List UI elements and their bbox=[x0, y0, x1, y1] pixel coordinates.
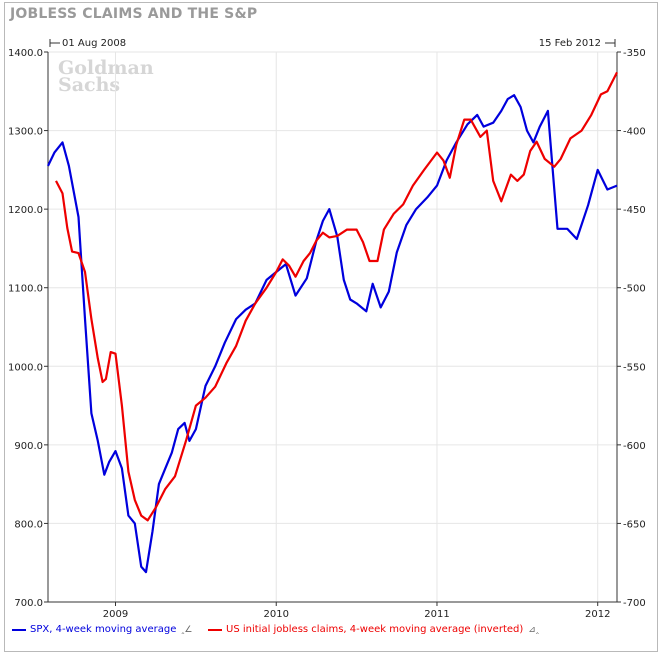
tick-label-left: 900.0 bbox=[14, 441, 43, 452]
tick-label-right: -600 bbox=[623, 441, 646, 452]
watermark-line-2: Sachs bbox=[58, 74, 120, 96]
tick-label-left: 700.0 bbox=[14, 598, 43, 609]
axis-left-icon[interactable]: ‸∠ bbox=[181, 624, 193, 635]
range-end-label: 15 Feb 2012 bbox=[539, 38, 601, 49]
tick-label-right: -700 bbox=[623, 598, 646, 609]
legend-swatch-claims bbox=[208, 628, 222, 631]
tick-label-left: 800.0 bbox=[14, 519, 43, 530]
axis-right-icon[interactable]: ⊿‸ bbox=[528, 624, 539, 635]
legend-item-spx[interactable]: SPX, 4-week moving average ‸∠ bbox=[12, 624, 193, 635]
axes: 700.0 800.0 900.0 1000.0 1100.0 1200.0 1300.0 1… bbox=[8, 48, 646, 620]
chart-title: JOBLESS CLAIMS AND THE S&P bbox=[10, 6, 258, 22]
tick-label-left: 1100.0 bbox=[8, 284, 43, 295]
tick-label-right: -350 bbox=[623, 48, 646, 59]
series-group bbox=[47, 71, 618, 574]
range-start-label: 01 Aug 2008 bbox=[62, 38, 126, 49]
tick-label-x: 2012 bbox=[585, 609, 610, 620]
series-line-claims bbox=[55, 71, 618, 522]
legend-label-claims: US initial jobless claims, 4-week moving… bbox=[226, 624, 524, 635]
tick-label-left: 1200.0 bbox=[8, 205, 43, 216]
grid bbox=[48, 51, 617, 603]
legend-label-spx: SPX, 4-week moving average bbox=[30, 624, 177, 635]
tick-label-right: -500 bbox=[623, 284, 646, 295]
legend-swatch-spx bbox=[12, 628, 26, 631]
watermark: Goldman bbox=[58, 57, 154, 79]
chart-frame bbox=[4, 2, 658, 652]
tick-label-x: 2010 bbox=[264, 609, 289, 620]
tick-label-right: -400 bbox=[623, 127, 646, 138]
date-range-markers: 01 Aug 2008 15 Feb 2012 bbox=[49, 38, 616, 49]
series-line-spx bbox=[47, 94, 618, 574]
tick-label-x: 2009 bbox=[103, 609, 128, 620]
tick-label-left: 1400.0 bbox=[8, 48, 43, 59]
tick-label-right: -450 bbox=[623, 205, 646, 216]
tick-label-x: 2011 bbox=[424, 609, 449, 620]
tick-label-left: 1000.0 bbox=[8, 362, 43, 373]
tick-label-right: -550 bbox=[623, 362, 646, 373]
tick-label-left: 1300.0 bbox=[8, 127, 43, 138]
tick-label-right: -650 bbox=[623, 519, 646, 530]
legend-item-claims[interactable]: US initial jobless claims, 4-week moving… bbox=[208, 624, 539, 635]
